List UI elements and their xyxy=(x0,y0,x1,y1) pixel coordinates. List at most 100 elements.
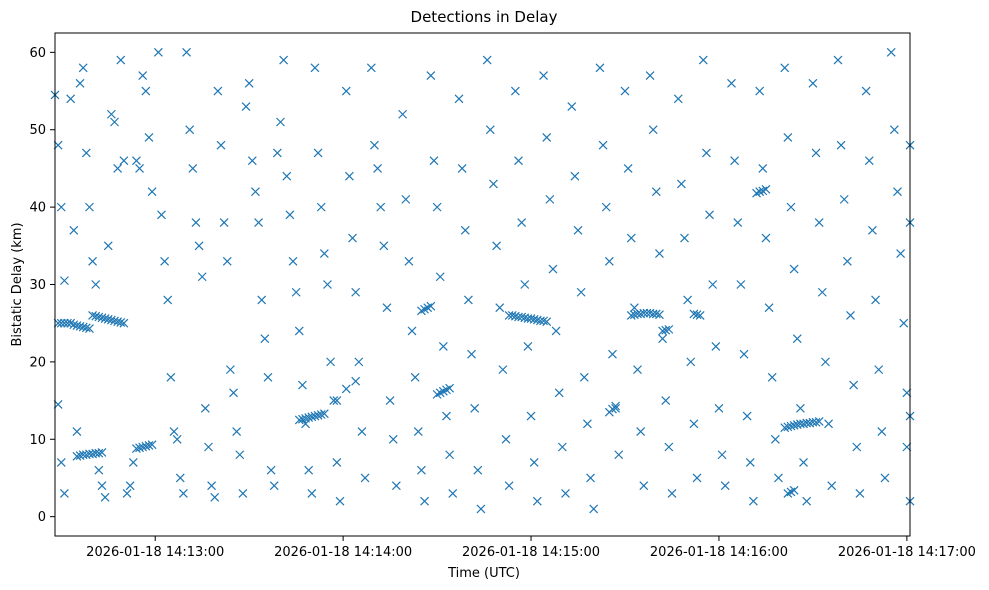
data-point xyxy=(623,163,633,173)
data-point xyxy=(332,396,342,406)
data-point xyxy=(119,318,129,328)
data-point xyxy=(100,492,110,502)
data-point xyxy=(645,71,655,80)
data-point xyxy=(783,133,793,142)
data-point xyxy=(401,194,411,204)
data-point xyxy=(417,465,426,475)
y-tick-label: 10 xyxy=(29,433,46,448)
data-point xyxy=(639,308,649,318)
data-point xyxy=(222,256,232,266)
data-point xyxy=(764,303,774,313)
data-point xyxy=(376,202,386,212)
data-point xyxy=(238,489,248,498)
data-point xyxy=(460,225,470,235)
data-point xyxy=(135,163,144,173)
data-point xyxy=(313,148,323,158)
data-point xyxy=(304,465,314,475)
data-point xyxy=(655,249,664,258)
data-point xyxy=(432,202,442,212)
data-point xyxy=(94,465,104,475)
data-point xyxy=(817,287,827,297)
data-point xyxy=(467,349,476,359)
data-point xyxy=(821,357,830,367)
y-axis-label: Bistatic Delay (km) xyxy=(10,222,25,346)
x-tick-label: 2026-01-18 14:17:00 xyxy=(838,545,976,560)
data-point xyxy=(110,117,119,127)
data-point xyxy=(288,256,298,266)
data-point xyxy=(864,156,874,166)
data-point xyxy=(855,489,865,498)
data-point xyxy=(166,372,176,382)
data-point xyxy=(714,403,724,413)
data-point xyxy=(197,272,207,282)
data-point xyxy=(94,448,104,458)
data-point xyxy=(160,256,170,266)
data-point xyxy=(153,47,163,57)
data-point xyxy=(473,465,483,475)
data-point xyxy=(85,202,94,212)
data-point xyxy=(698,55,708,65)
data-point xyxy=(194,241,204,251)
data-point xyxy=(373,163,383,173)
data-point xyxy=(175,473,185,483)
data-point xyxy=(235,450,245,460)
y-tick-label: 40 xyxy=(29,201,46,216)
data-point xyxy=(548,264,558,274)
data-point xyxy=(116,317,126,327)
data-point xyxy=(59,276,69,286)
data-point xyxy=(260,334,270,344)
data-point xyxy=(385,396,395,406)
data-point xyxy=(827,481,837,491)
data-point xyxy=(263,372,273,382)
data-point xyxy=(532,496,542,506)
y-tick-label: 50 xyxy=(29,123,46,138)
data-point xyxy=(219,218,229,228)
data-point xyxy=(498,365,508,375)
data-point xyxy=(251,187,260,197)
data-point xyxy=(893,187,902,197)
data-point xyxy=(661,396,671,406)
data-point xyxy=(229,388,238,398)
data-point xyxy=(601,202,611,212)
data-point xyxy=(814,417,824,426)
data-point xyxy=(185,125,195,135)
data-point xyxy=(520,280,530,289)
data-point xyxy=(542,133,552,142)
data-point xyxy=(297,380,307,390)
data-point xyxy=(692,310,702,320)
data-point xyxy=(78,63,88,73)
data-point xyxy=(702,148,711,158)
data-point xyxy=(501,434,511,444)
data-point xyxy=(517,218,527,228)
data-point xyxy=(366,63,376,73)
data-point xyxy=(639,481,649,491)
data-point xyxy=(144,441,154,450)
data-point xyxy=(770,434,780,444)
data-point xyxy=(454,94,464,104)
data-point xyxy=(711,341,721,351)
data-point xyxy=(761,233,771,243)
data-point xyxy=(435,272,445,282)
data-point xyxy=(404,256,414,266)
data-point xyxy=(56,202,66,212)
data-point xyxy=(877,427,887,436)
data-point xyxy=(426,301,436,311)
data-point xyxy=(285,210,295,220)
data-point xyxy=(370,140,379,150)
data-point xyxy=(557,442,567,452)
data-point xyxy=(589,504,599,514)
data-point xyxy=(739,349,749,359)
data-point xyxy=(341,384,351,394)
data-point xyxy=(66,94,76,104)
data-point xyxy=(91,280,101,289)
data-point xyxy=(730,156,740,166)
data-point xyxy=(429,156,439,166)
data-point xyxy=(147,440,157,450)
data-point xyxy=(200,403,210,413)
data-point xyxy=(673,94,683,104)
data-point xyxy=(147,187,157,197)
data-point xyxy=(626,233,636,243)
data-point xyxy=(554,388,564,398)
data-point xyxy=(514,156,523,166)
